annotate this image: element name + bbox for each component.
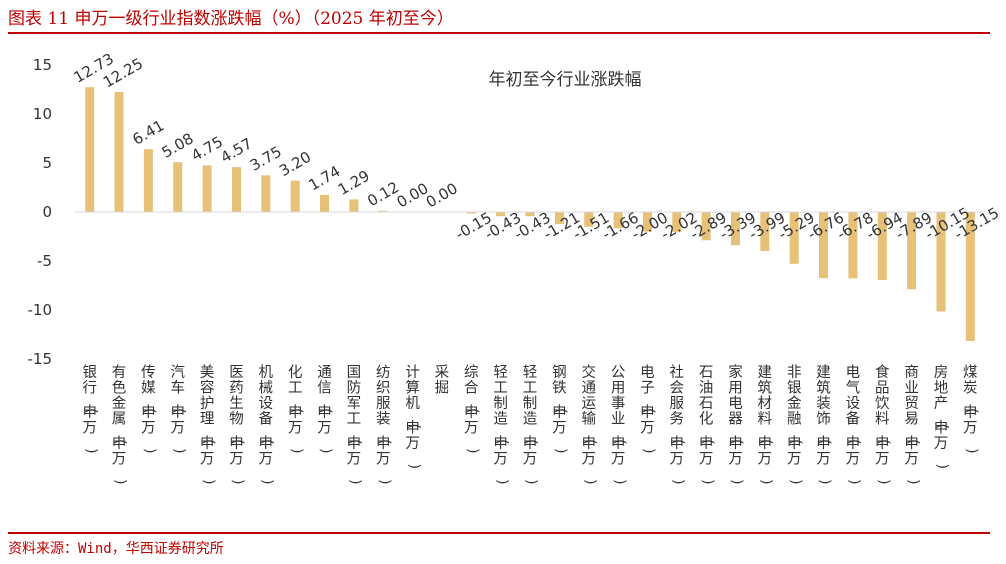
category-label: 建筑装饰(申万) [816, 364, 832, 485]
category-label: 轻工制造(申万) [493, 364, 509, 485]
bar [173, 162, 183, 212]
bar [936, 212, 946, 312]
bar [613, 212, 623, 229]
category-label: 家用电器(申万) [728, 364, 744, 485]
bar [466, 212, 476, 214]
category-label: 公用事业(申万) [611, 365, 627, 485]
bar [114, 92, 124, 212]
category-label: 煤炭(申万) [963, 364, 979, 454]
y-tick-label: 15 [33, 56, 52, 74]
category-label: 计算机(申万) [405, 364, 421, 469]
bar [232, 167, 241, 212]
bar [378, 210, 388, 212]
category-label: 石油石化(申万) [699, 365, 715, 485]
bar [789, 212, 799, 264]
bar [202, 165, 212, 212]
category-label: 电子(申万) [640, 364, 656, 454]
category-label: 电气设备(申万) [846, 364, 862, 485]
category-label: 综合(申万) [464, 364, 480, 454]
bar [320, 194, 329, 212]
y-tick-label: -15 [28, 350, 53, 368]
category-label: 国防军工(申万) [347, 365, 363, 485]
y-tick-label: 10 [33, 105, 52, 123]
y-tick-label: -10 [28, 301, 53, 319]
category-label: 银行(申万) [82, 364, 98, 454]
bar [261, 175, 271, 213]
bar [349, 199, 359, 212]
category-label: 房地产(申万) [934, 364, 950, 469]
bar [965, 212, 975, 341]
category-label: 建筑材料(申万) [758, 364, 774, 485]
category-labels: 银行(申万) 有色金属(申万) 传媒(申万) 汽车(申万) 美容护理(申万) 医药生物(申… [82, 363, 979, 485]
y-tick-label: 5 [42, 154, 52, 172]
bar [554, 212, 564, 224]
category-label: 轻工制造(申万) [523, 364, 539, 485]
bar [877, 212, 887, 280]
category-label: 纺织服装(申万) [376, 364, 392, 485]
bars [85, 87, 975, 341]
bar [672, 212, 682, 232]
category-label: 有色金属(申万) [112, 364, 128, 485]
category-label: 采掘 [435, 364, 450, 397]
bar [701, 212, 711, 241]
category-label: 美容护理(申万) [200, 364, 216, 485]
bar [584, 212, 594, 227]
y-axis: 15 10 5 0 -5 -10 -15 [28, 56, 53, 368]
bar [848, 212, 858, 279]
category-label: 交通运输(申万) [581, 363, 597, 485]
bar [525, 212, 535, 217]
category-label: 通信(申万) [317, 364, 333, 454]
bar [143, 149, 153, 212]
bar [85, 87, 95, 212]
y-tick-label: 0 [42, 203, 52, 221]
bar [819, 212, 828, 279]
y-tick-label: -5 [37, 252, 52, 270]
category-label: 汽车(申万) [170, 364, 186, 454]
category-label: 机械设备(申万) [259, 364, 275, 485]
bar [760, 212, 770, 252]
data-label: 0.00 [423, 179, 461, 211]
category-label: 传媒(申万) [141, 364, 157, 454]
bottom-divider [8, 532, 990, 534]
bar [907, 212, 917, 290]
category-label: 化工(申万) [288, 364, 304, 454]
bar [642, 212, 652, 232]
category-label: 非银金融(申万) [787, 364, 803, 485]
category-label: 食品饮料(申万) [875, 364, 891, 485]
data-label: 5.08 [159, 129, 197, 161]
category-label: 医药生物(申万) [229, 365, 245, 485]
data-label: 3.20 [276, 148, 314, 180]
bar [496, 212, 506, 217]
bar [731, 212, 740, 246]
category-label: 社会服务(申万) [670, 364, 686, 485]
chart-title: 年初至今行业涨跌幅 [489, 70, 642, 90]
category-label: 商业贸易(申万) [904, 364, 920, 485]
top-divider [8, 32, 990, 34]
source-note: 资料来源：Wind，华西证券研究所 [8, 541, 224, 557]
figure-title: 图表 11 申万一级行业指数涨跌幅（%）（2025 年初至今） [8, 9, 454, 29]
category-label: 钢铁(申万) [552, 364, 568, 454]
bar [290, 180, 300, 212]
